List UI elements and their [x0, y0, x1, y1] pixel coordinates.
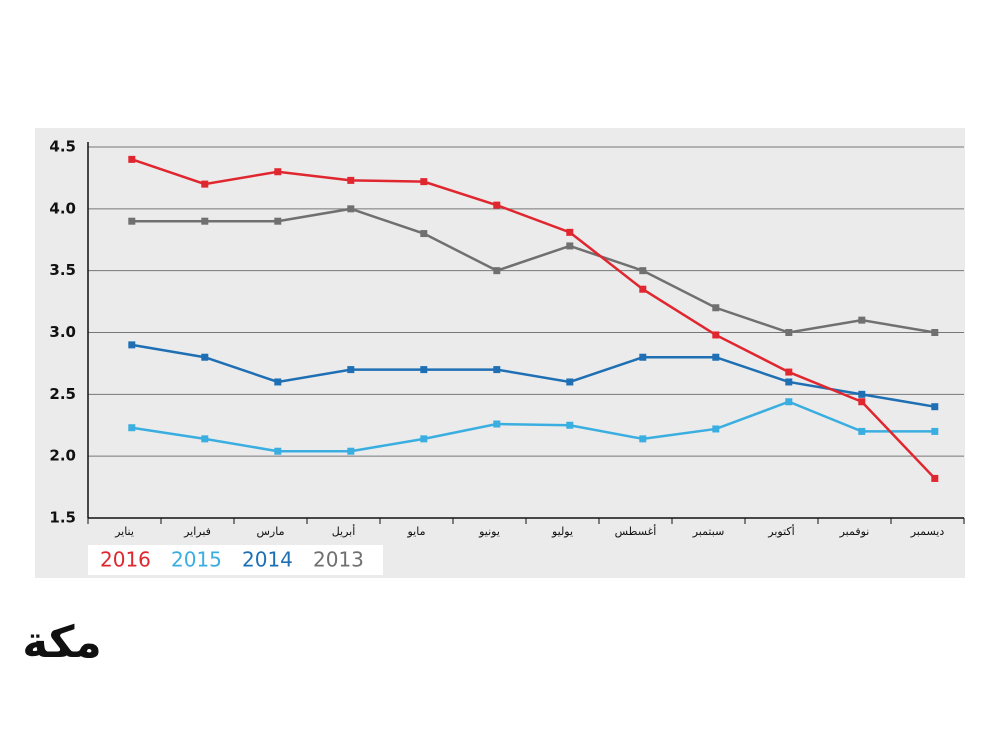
point: [128, 424, 136, 432]
point: [566, 421, 574, 429]
point: [785, 378, 793, 386]
x-tick-label: ديسمبر: [910, 525, 945, 538]
point: [858, 390, 866, 398]
point: [201, 180, 209, 188]
point: [493, 201, 501, 209]
point: [493, 267, 501, 275]
legend-box: [88, 545, 383, 575]
point: [712, 331, 720, 339]
point: [712, 353, 720, 361]
point: [785, 398, 793, 406]
logo: مكة: [22, 617, 102, 668]
point: [274, 217, 282, 225]
point: [785, 368, 793, 376]
point: [858, 398, 866, 406]
point: [274, 378, 282, 386]
point: [931, 329, 939, 336]
series-line: [131, 400, 935, 453]
point: [420, 366, 428, 374]
point: [639, 435, 647, 443]
x-tick-label: مارس: [257, 525, 285, 538]
y-tick-label: 2.5: [49, 385, 76, 403]
point: [128, 341, 136, 349]
point: [347, 205, 355, 213]
point: [639, 267, 647, 275]
point: [931, 474, 939, 482]
point: [931, 403, 939, 411]
point: [274, 447, 282, 455]
x-tick-label: أكتوبر: [767, 524, 794, 538]
x-tick-label: نوفمبر: [839, 525, 870, 538]
x-tick-label: مايو: [407, 525, 426, 538]
point: [858, 427, 866, 435]
y-tick-label: 3.0: [49, 323, 76, 341]
legend-label: 2013: [313, 548, 364, 572]
point: [420, 178, 428, 186]
point: [347, 176, 355, 184]
point: [639, 285, 647, 293]
series-line: [131, 207, 936, 334]
series-line: [131, 343, 936, 408]
x-tick-label: سبتمبر: [692, 525, 725, 538]
x-tick-label: يناير: [114, 525, 134, 538]
x-tick-label: فبراير: [183, 525, 211, 538]
point: [128, 155, 136, 163]
y-tick-label: 4.0: [49, 199, 76, 217]
point: [712, 304, 720, 312]
series-line: [131, 158, 936, 480]
point: [493, 420, 501, 428]
point: [931, 427, 939, 435]
point: [201, 353, 209, 361]
legend-label: 2014: [242, 548, 293, 572]
point: [347, 447, 355, 455]
point: [566, 242, 574, 250]
y-tick-label: 3.5: [49, 261, 76, 279]
point: [128, 217, 136, 225]
point: [274, 168, 282, 176]
point: [858, 316, 866, 324]
point: [566, 228, 574, 236]
x-tick-label: يوليو: [551, 525, 573, 538]
point: [201, 435, 209, 443]
point: [493, 366, 501, 374]
y-tick-label: 2.0: [49, 447, 76, 465]
point: [347, 366, 355, 374]
legend-label: 2015: [171, 548, 222, 572]
point: [201, 217, 209, 225]
point: [639, 353, 647, 361]
point: [712, 425, 720, 433]
legend-label: 2016: [100, 548, 151, 572]
point: [785, 329, 793, 336]
x-tick-label: أبريل: [332, 524, 356, 538]
y-tick-label: 4.5: [49, 138, 76, 156]
y-tick-label: 1.5: [49, 509, 76, 527]
x-tick-label: أغسطس: [615, 524, 657, 538]
x-tick-label: يونيو: [478, 525, 500, 538]
point: [420, 435, 428, 443]
point: [420, 230, 428, 238]
point: [566, 378, 574, 386]
